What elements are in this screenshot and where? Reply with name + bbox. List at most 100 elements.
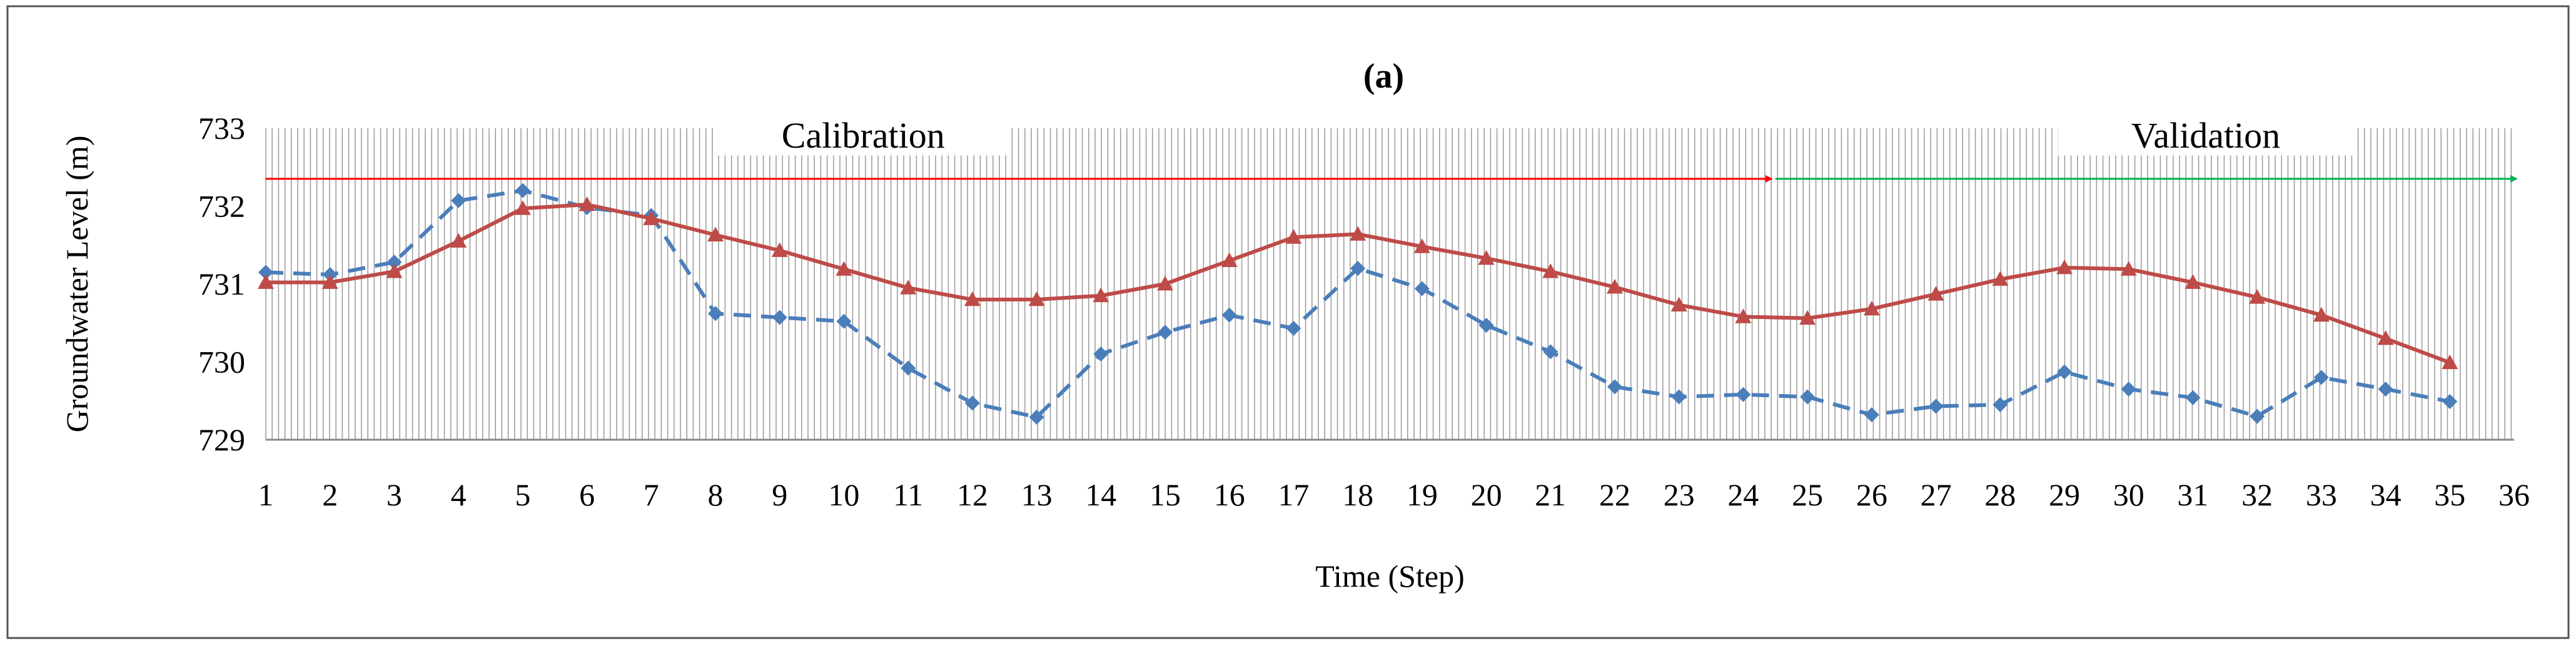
- data-point-observed: [1350, 261, 1366, 276]
- data-point-observed: [451, 193, 467, 208]
- data-point-observed: [2250, 408, 2265, 424]
- data-point-observed: [1029, 409, 1044, 425]
- data-point-simulated: [1285, 229, 1302, 244]
- data-point-simulated: [836, 261, 852, 276]
- data-point-simulated: [964, 291, 981, 306]
- data-point-observed: [2378, 382, 2393, 397]
- data-point-simulated: [258, 274, 274, 289]
- data-point-simulated: [643, 210, 660, 225]
- chart-border: [6, 5, 2570, 639]
- data-point-simulated: [2249, 289, 2266, 304]
- data-point-simulated: [1093, 287, 1109, 303]
- x-tick-label: 9: [772, 477, 787, 512]
- data-point-simulated: [2377, 330, 2394, 345]
- data-point-observed: [2185, 390, 2201, 405]
- x-tick-label: 22: [1599, 477, 1630, 512]
- x-tick-label: 33: [2306, 477, 2337, 512]
- x-tick-label: 5: [515, 477, 530, 512]
- data-point-observed: [1543, 344, 1558, 360]
- x-tick-label: 20: [1471, 477, 1502, 512]
- data-point-observed: [386, 255, 402, 270]
- data-point-observed: [901, 360, 916, 376]
- data-point-simulated: [771, 242, 788, 257]
- data-point-observed: [2313, 370, 2329, 385]
- data-point-simulated: [1927, 286, 1944, 301]
- y-axis-title: Groundwater Level (m): [59, 136, 94, 433]
- validation-label: Validation: [2131, 115, 2280, 156]
- data-point-simulated: [2120, 261, 2137, 276]
- data-point-observed: [964, 395, 980, 411]
- data-point-observed: [2442, 393, 2458, 409]
- data-point-simulated: [514, 200, 531, 215]
- data-point-observed: [1671, 389, 1687, 405]
- x-tick-label: 14: [1085, 477, 1116, 512]
- x-tick-label: 10: [828, 477, 859, 512]
- x-tick-label: 27: [1921, 477, 1952, 512]
- x-tick-label: 25: [1792, 477, 1823, 512]
- data-point-simulated: [1542, 263, 1559, 278]
- data-point-observed: [1478, 317, 1494, 333]
- x-tick-label: 35: [2434, 477, 2465, 512]
- data-point-observed: [708, 306, 723, 321]
- data-point-simulated: [386, 263, 403, 278]
- data-point-observed: [1735, 387, 1751, 402]
- x-axis-title: Time (Step): [1315, 559, 1464, 594]
- x-tick-label: 21: [1535, 477, 1566, 512]
- x-tick-label: 2: [322, 477, 338, 512]
- y-tick-label: 731: [198, 266, 245, 301]
- data-point-simulated: [1478, 250, 1495, 265]
- data-point-simulated: [707, 226, 724, 241]
- series-simulated: [258, 196, 2458, 370]
- x-tick-label: 29: [2049, 477, 2080, 512]
- data-point-observed: [2121, 382, 2136, 397]
- data-point-observed: [772, 310, 787, 325]
- x-axis-ticks: 1 2 3 4 5 6 7 8 9 10 11 12 13 14 15 16 17 18 19 20 21 22 23 24 2…: [258, 477, 2530, 512]
- x-tick-label: 30: [2113, 477, 2144, 512]
- x-tick-label: 17: [1278, 477, 1309, 512]
- data-point-simulated: [1028, 291, 1045, 306]
- data-point-observed: [1993, 397, 2008, 412]
- x-tick-label: 13: [1021, 477, 1053, 512]
- x-tick-label: 1: [258, 477, 274, 512]
- data-point-observed: [515, 183, 530, 198]
- x-tick-label: 16: [1214, 477, 1245, 512]
- data-point-simulated: [1157, 276, 1173, 291]
- data-point-observed: [1800, 389, 1816, 405]
- data-point-simulated: [2442, 354, 2458, 370]
- data-point-simulated: [1670, 296, 1687, 312]
- data-point-simulated: [1863, 300, 1880, 316]
- x-tick-label: 15: [1149, 477, 1181, 512]
- data-point-observed: [1928, 398, 1944, 414]
- data-point-simulated: [2313, 306, 2330, 322]
- data-point-simulated: [1350, 226, 1366, 241]
- chart-title: (a): [1363, 57, 1404, 96]
- x-tick-label: 7: [644, 477, 659, 512]
- x-tick-label: 12: [957, 477, 988, 512]
- x-tick-label: 24: [1727, 477, 1759, 512]
- data-point-simulated: [2056, 259, 2073, 275]
- data-point-observed: [1221, 307, 1237, 323]
- x-tick-label: 19: [1407, 477, 1438, 512]
- data-point-observed: [1158, 325, 1173, 340]
- x-tick-label: 26: [1856, 477, 1887, 512]
- data-point-observed: [836, 313, 852, 329]
- series-layer: [258, 183, 2458, 425]
- data-point-simulated: [1413, 238, 1430, 253]
- data-point-simulated: [1799, 310, 1816, 325]
- x-tick-label: 23: [1664, 477, 1695, 512]
- data-point-observed: [1286, 320, 1301, 336]
- data-point-simulated: [1221, 252, 1238, 268]
- x-tick-label: 36: [2498, 477, 2530, 512]
- data-point-simulated: [900, 280, 917, 295]
- calibration-label-background: [715, 128, 1011, 156]
- data-point-observed: [2057, 364, 2072, 380]
- calibration-label: Calibration: [782, 115, 945, 156]
- y-tick-label: 732: [198, 189, 245, 224]
- x-tick-label: 28: [1984, 477, 2016, 512]
- x-tick-label: 11: [893, 477, 923, 512]
- x-tick-label: 3: [386, 477, 402, 512]
- data-point-observed: [258, 265, 273, 280]
- x-tick-label: 34: [2370, 477, 2402, 512]
